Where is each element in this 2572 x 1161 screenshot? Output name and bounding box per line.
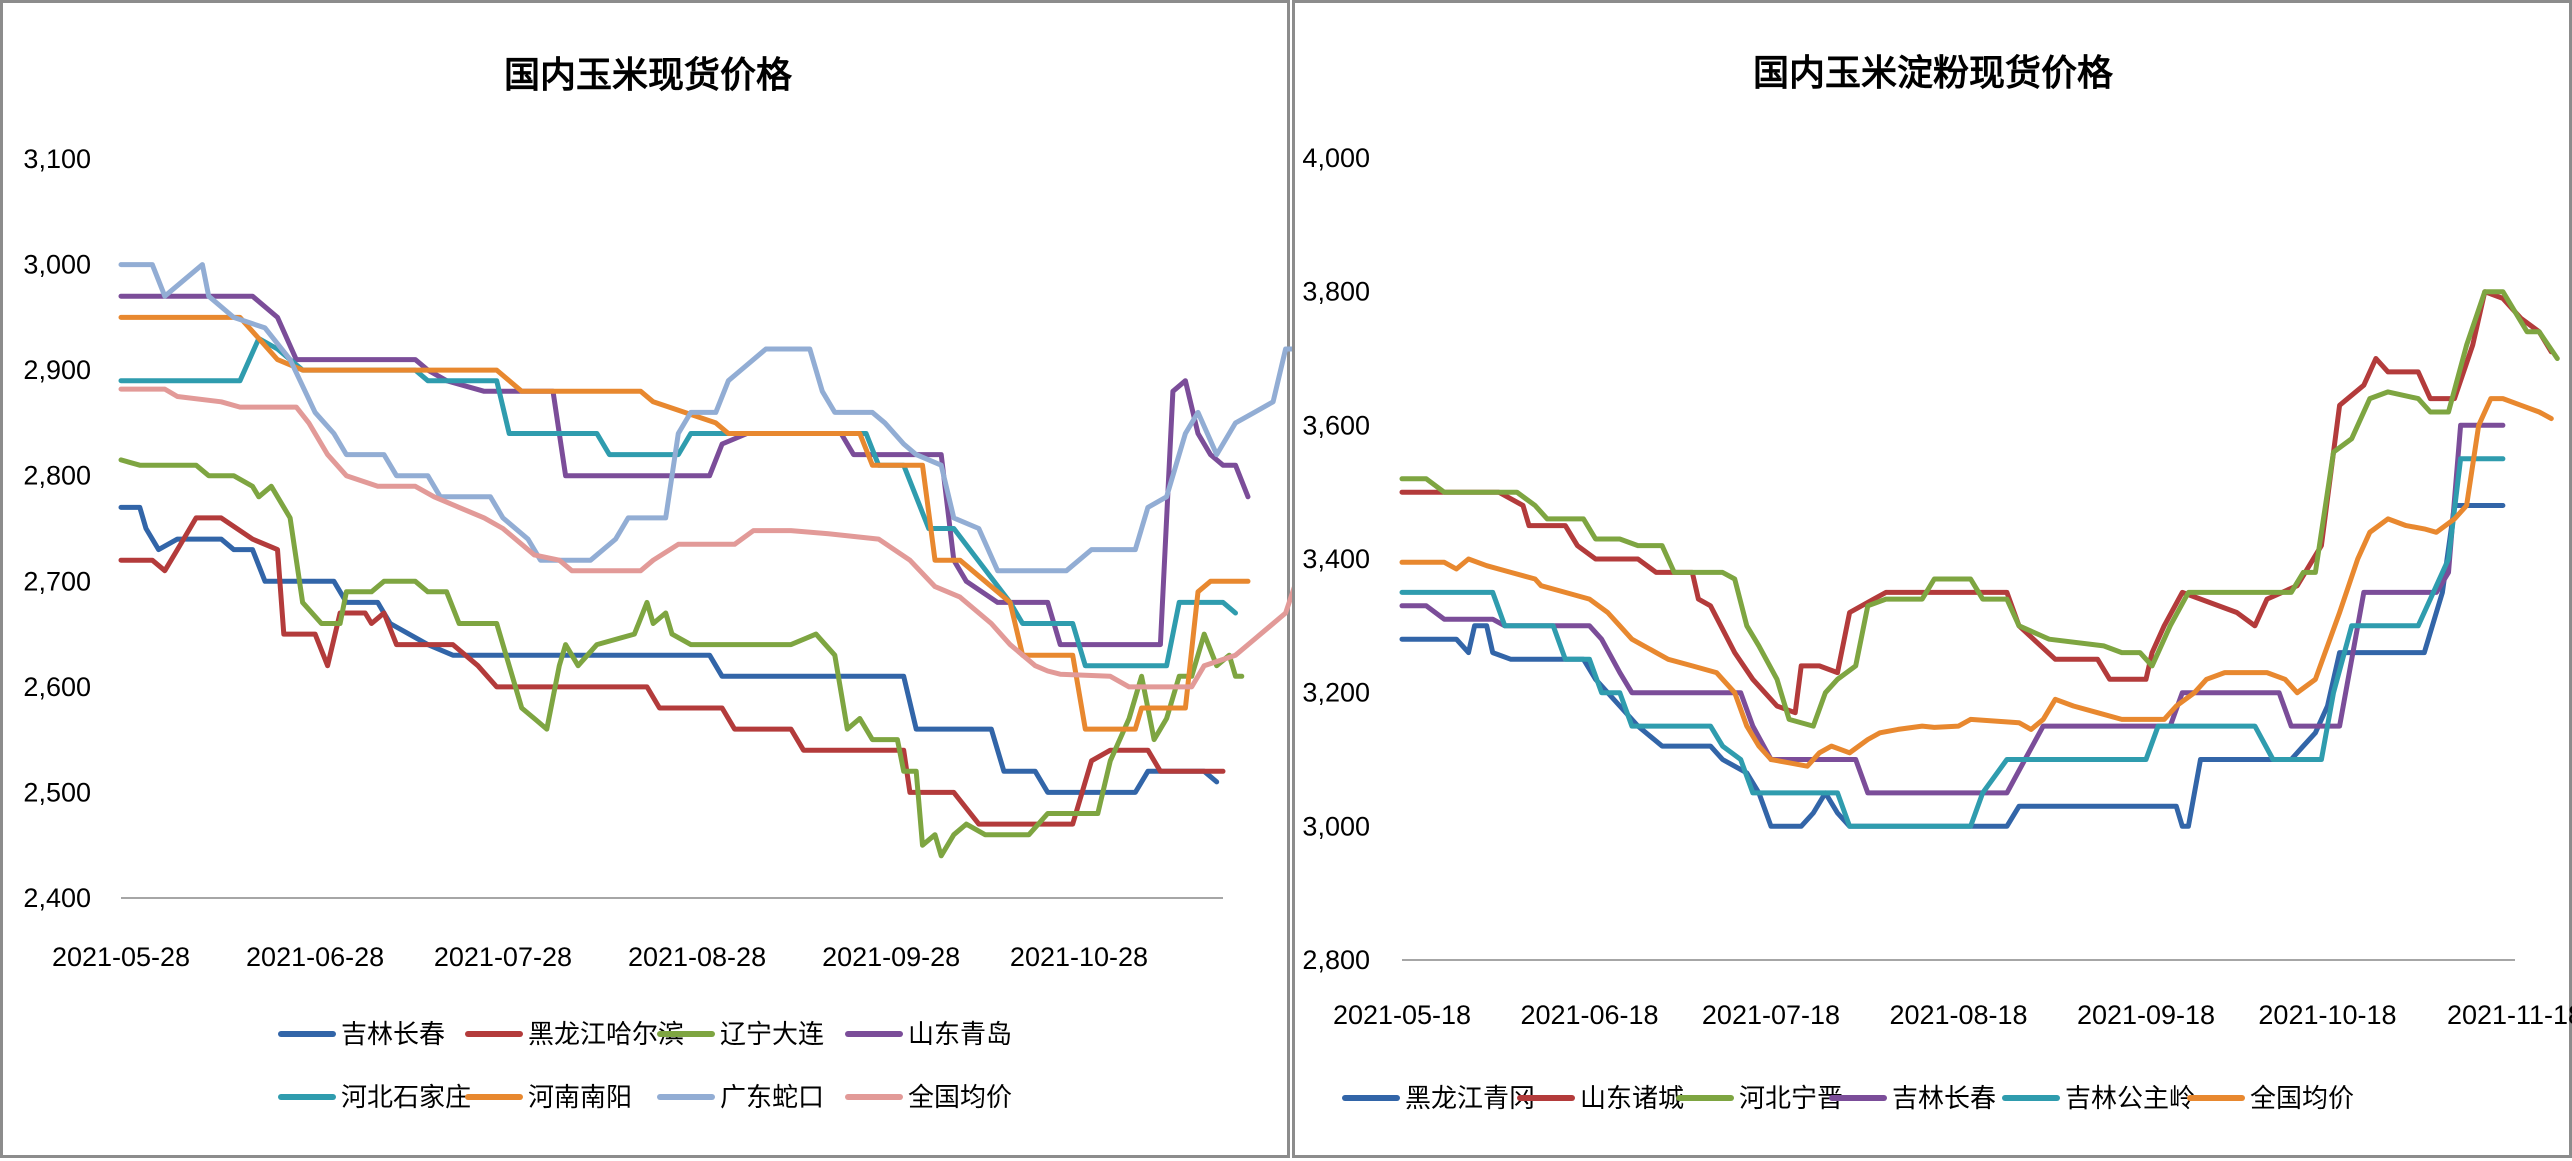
legend-label: 黑龙江青冈	[1405, 1084, 1535, 1114]
chart-panel-corn-price: 国内玉米现货价格 2,400 2,500 2,600 2,700 2,800 2,900 3…	[0, 0, 1293, 1158]
legend-label: 吉林长春	[341, 1020, 445, 1050]
legend-label: 全国均价	[2250, 1084, 2354, 1114]
y-tick-label: 2,800	[1302, 945, 1370, 975]
legend-item: 广东蛇口	[657, 1083, 824, 1113]
y-tick-label: 2,600	[23, 672, 91, 702]
legend-item: 全国均价	[2187, 1084, 2354, 1114]
series-line-4	[1399, 422, 2506, 796]
legend-label: 河北宁晋	[1739, 1084, 1843, 1114]
y-tick-label: 2,900	[23, 355, 91, 385]
series-line-2	[118, 515, 1226, 827]
y-tick-label: 3,800	[1302, 277, 1370, 307]
x-tick-label: 2021-10-28	[1010, 942, 1148, 972]
chart-title: 国内玉米淀粉现货价格	[1753, 53, 2114, 94]
y-tick-label: 2,800	[23, 461, 91, 491]
y-tick-label: 3,200	[1302, 678, 1370, 708]
chart-panel-corn-starch-price: 国内玉米淀粉现货价格 2,800 3,000 3,200 3,400 3,600 3,80…	[1292, 0, 2572, 1158]
x-tick-label: 2021-06-28	[246, 942, 384, 972]
y-tick-label: 3,100	[23, 144, 91, 174]
x-tick-label: 2021-05-18	[1333, 1000, 1471, 1030]
series-line-7	[118, 262, 1293, 574]
x-tick-label: 2021-09-28	[822, 942, 960, 972]
legend-label: 吉林公主岭	[2065, 1084, 2195, 1114]
x-tick-label: 2021-10-18	[2258, 1000, 2396, 1030]
legend-label: 山东青岛	[908, 1020, 1012, 1050]
series-line-3	[1399, 289, 2560, 729]
series-line-3	[118, 457, 1245, 859]
x-tick-label: 2021-05-28	[52, 942, 190, 972]
legend-label: 河北石家庄	[341, 1083, 471, 1113]
legend-item: 黑龙江哈尔滨	[465, 1020, 684, 1050]
y-tick-label: 4,000	[1302, 143, 1370, 173]
legend-item: 辽宁大连	[657, 1020, 824, 1050]
x-tick-label: 2021-08-28	[628, 942, 766, 972]
series-line-5	[1399, 456, 2506, 829]
legend-item: 全国均价	[845, 1083, 1012, 1113]
series-line-6	[118, 314, 1251, 732]
legend-item: 吉林公主岭	[2002, 1084, 2195, 1114]
legend-item: 山东诸城	[1517, 1084, 1684, 1114]
series-line-5	[118, 336, 1238, 669]
series-line-8	[118, 386, 1293, 690]
x-tick-label: 2021-07-18	[1702, 1000, 1840, 1030]
x-tick-label: 2021-11-18	[2447, 1000, 2572, 1030]
legend-label: 吉林长春	[1892, 1084, 1996, 1114]
legend-label: 辽宁大连	[720, 1020, 824, 1050]
corn-price-chart: 国内玉米现货价格 2,400 2,500 2,600 2,700 2,800 2,900 3…	[23, 55, 1293, 1113]
chart-title: 国内玉米现货价格	[504, 55, 793, 96]
series-line-1	[1399, 503, 2506, 829]
x-tick-label: 2021-08-18	[1889, 1000, 2027, 1030]
legend-label: 广东蛇口	[720, 1083, 824, 1113]
legend-label: 山东诸城	[1580, 1084, 1684, 1114]
series-line-2	[1399, 289, 2554, 716]
y-tick-label: 2,700	[23, 566, 91, 596]
x-tick-label: 2021-09-18	[2077, 1000, 2215, 1030]
legend-label: 全国均价	[908, 1083, 1012, 1113]
legend-item: 河南南阳	[465, 1083, 632, 1113]
series-line-6	[1399, 396, 2554, 769]
legend-item: 河北宁晋	[1676, 1084, 1843, 1114]
corn-starch-price-chart: 国内玉米淀粉现货价格 2,800 3,000 3,200 3,400 3,600 3,80…	[1302, 53, 2572, 1114]
series-line-4	[118, 293, 1251, 648]
legend-item: 黑龙江青冈	[1342, 1084, 1535, 1114]
y-tick-label: 2,500	[23, 777, 91, 807]
legend-item: 山东青岛	[845, 1020, 1012, 1050]
legend-label: 河南南阳	[528, 1083, 632, 1113]
y-tick-label: 3,600	[1302, 410, 1370, 440]
legend-item: 河北石家庄	[278, 1083, 471, 1113]
y-tick-label: 3,400	[1302, 544, 1370, 574]
legend-item: 吉林长春	[1829, 1084, 1996, 1114]
legend-item: 吉林长春	[278, 1020, 445, 1050]
y-tick-label: 3,000	[23, 250, 91, 280]
y-tick-label: 2,400	[23, 883, 91, 913]
y-tick-label: 3,000	[1302, 811, 1370, 841]
x-tick-label: 2021-07-28	[434, 942, 572, 972]
x-tick-label: 2021-06-18	[1520, 1000, 1658, 1030]
